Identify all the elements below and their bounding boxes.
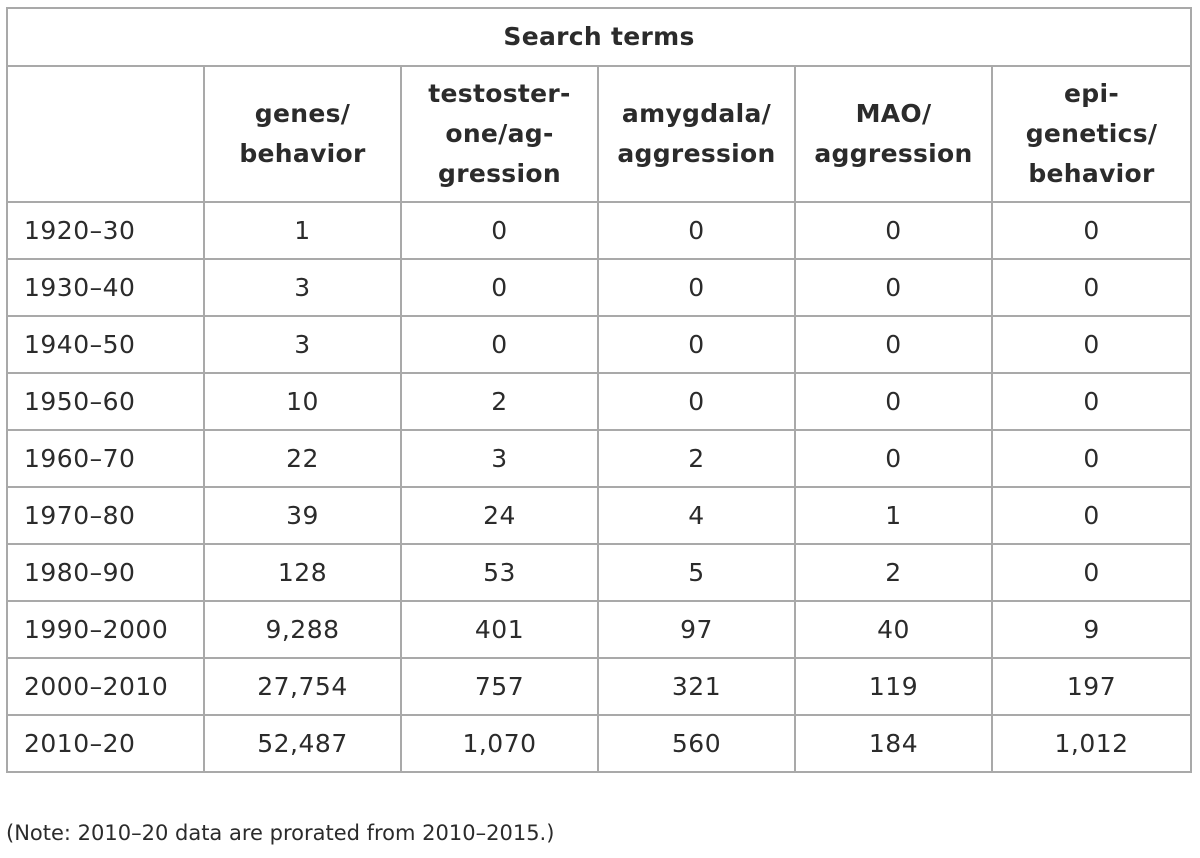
count-cell: 0 [794,201,993,260]
title-row: Search terms [5,7,1193,67]
column-header-genes-behavior: genes/ behavior [203,65,402,203]
period-cell: 1930–40 [6,258,205,317]
count-cell: 0 [794,372,993,431]
count-cell: 0 [990,486,1193,545]
period-cell: 1950–60 [6,372,205,431]
count-cell: 1 [794,486,993,545]
count-cell: 3 [400,429,599,488]
count-cell: 2 [400,372,599,431]
count-cell: 0 [990,201,1193,260]
count-cell: 560 [597,714,796,773]
table-row: 1940–50 3 0 0 0 0 [6,315,1193,374]
table-row: 1950–60 10 2 0 0 0 [6,372,1193,431]
count-cell: 3 [203,258,402,317]
column-header-amygdala-aggression: amygdala/ aggression [597,65,796,203]
count-cell: 0 [990,429,1193,488]
count-cell: 27,754 [203,657,402,716]
count-cell: 1,070 [400,714,599,773]
count-cell: 757 [400,657,599,716]
count-cell: 321 [597,657,796,716]
count-cell: 97 [597,600,796,659]
table-row: 1970–80 39 24 4 1 0 [6,486,1193,545]
period-cell: 1990–2000 [6,600,205,659]
column-header-row: genes/ behavior testoster- one/ag- gress… [6,65,1193,203]
count-cell: 0 [794,429,993,488]
column-header-epigenetics-behavior: epi- genetics/ behavior [990,65,1193,203]
period-cell: 1970–80 [6,486,205,545]
footnote: (Note: 2010–20 data are prorated from 20… [6,821,555,845]
count-cell: 53 [400,543,599,602]
count-cell: 0 [990,258,1193,317]
count-cell: 0 [400,258,599,317]
count-cell: 128 [203,543,402,602]
count-cell: 40 [794,600,993,659]
count-cell: 0 [597,201,796,260]
count-cell: 10 [203,372,402,431]
table-row: 1980–90 128 53 5 2 0 [6,543,1193,602]
count-cell: 197 [990,657,1193,716]
table-row: 1960–70 22 3 2 0 0 [6,429,1193,488]
count-cell: 2 [597,429,796,488]
table-row: 1990–2000 9,288 401 97 40 9 [6,600,1193,659]
period-cell: 1920–30 [6,201,205,260]
count-cell: 0 [990,372,1193,431]
count-cell: 24 [400,486,599,545]
count-cell: 0 [794,258,993,317]
count-cell: 1 [203,201,402,260]
count-cell: 0 [794,315,993,374]
period-cell: 1940–50 [6,315,205,374]
table-row: 2000–2010 27,754 757 321 119 197 [6,657,1193,716]
count-cell: 22 [203,429,402,488]
count-cell: 0 [597,315,796,374]
period-cell: 1980–90 [6,543,205,602]
count-cell: 119 [794,657,993,716]
corner-cell [6,65,205,203]
count-cell: 184 [794,714,993,773]
period-cell: 2010–20 [6,714,205,773]
count-cell: 0 [990,315,1193,374]
table-row: 2010–20 52,487 1,070 560 184 1,012 [6,714,1193,773]
count-cell: 39 [203,486,402,545]
count-cell: 0 [400,201,599,260]
period-cell: 2000–2010 [6,657,205,716]
period-cell: 1960–70 [6,429,205,488]
count-cell: 1,012 [990,714,1193,773]
table-title: Search terms [5,7,1193,67]
count-cell: 4 [597,486,796,545]
count-cell: 9 [990,600,1193,659]
count-cell: 0 [597,372,796,431]
table-row: 1920–30 1 0 0 0 0 [6,201,1193,260]
count-cell: 52,487 [203,714,402,773]
table-body: 1920–30 1 0 0 0 0 1930–40 3 0 0 0 0 1940–50 3 0 0 0 0 1950… [6,201,1193,773]
column-header-mao-aggression: MAO/ aggression [794,65,993,203]
count-cell: 9,288 [203,600,402,659]
count-cell: 2 [794,543,993,602]
count-cell: 0 [597,258,796,317]
count-cell: 0 [990,543,1193,602]
column-header-testosterone-aggression: testoster- one/ag- gression [400,65,599,203]
table-row: 1930–40 3 0 0 0 0 [6,258,1193,317]
count-cell: 5 [597,543,796,602]
count-cell: 401 [400,600,599,659]
count-cell: 3 [203,315,402,374]
search-terms-table: Search terms genes/ behavior testoster- … [5,7,1193,773]
count-cell: 0 [400,315,599,374]
